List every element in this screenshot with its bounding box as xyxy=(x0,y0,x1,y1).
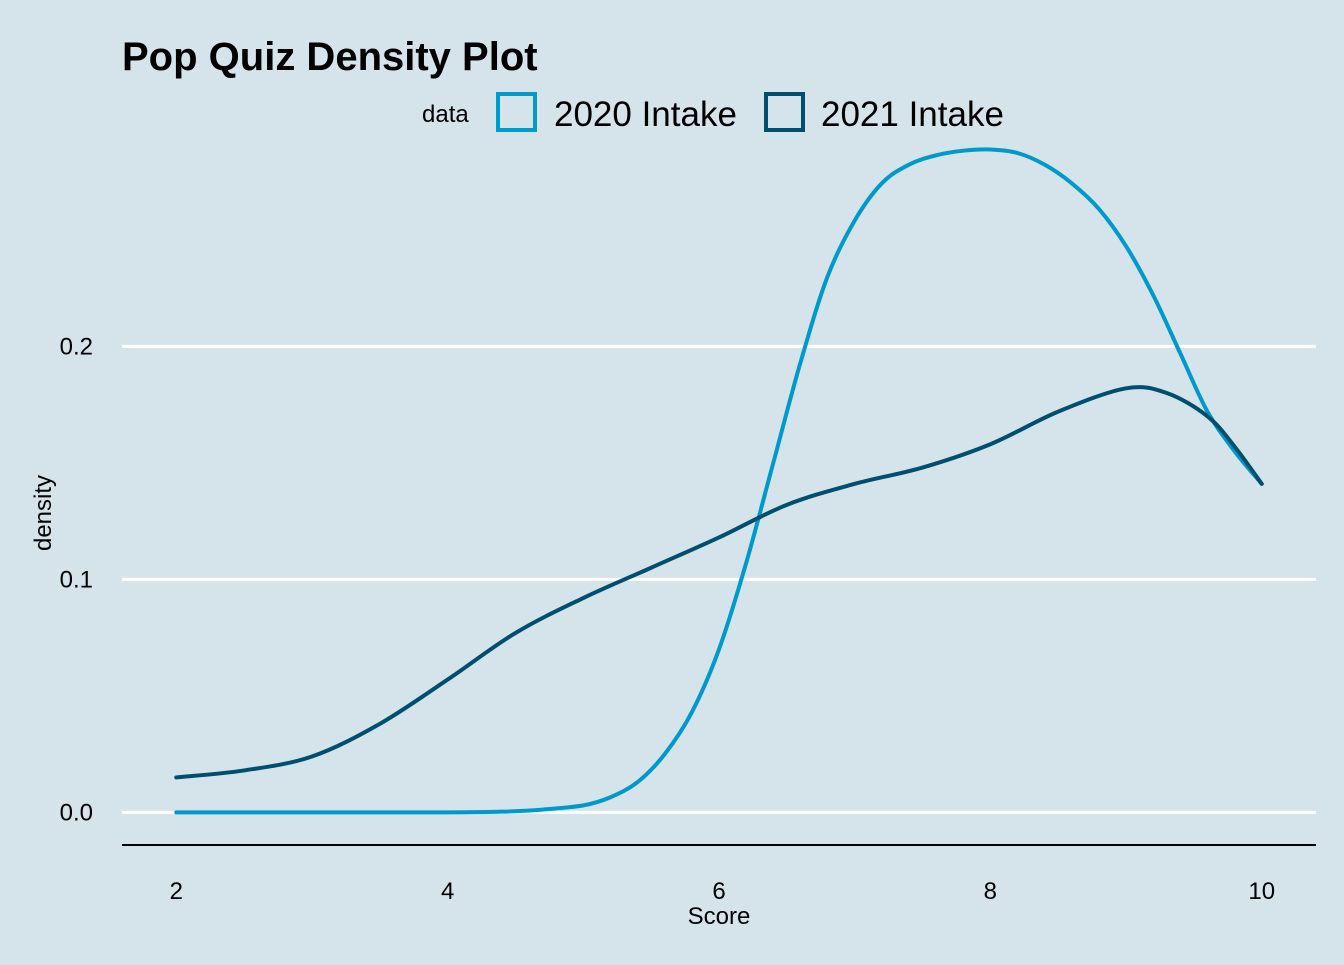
x-tick-label: 8 xyxy=(984,878,997,905)
y-tick-label: 0.0 xyxy=(60,799,93,826)
legend-label-2020: 2020 Intake xyxy=(554,95,737,134)
legend-title: data xyxy=(422,101,469,128)
y-axis-label: density xyxy=(30,475,57,551)
legend-label-2021: 2021 Intake xyxy=(821,95,1004,134)
y-tick-label: 0.1 xyxy=(60,566,93,593)
x-tick-label: 4 xyxy=(441,878,454,905)
x-tick-label: 10 xyxy=(1248,878,1275,905)
x-tick-label: 2 xyxy=(170,878,183,905)
legend-key-2021 xyxy=(764,92,805,132)
y-tick-label: 0.2 xyxy=(60,333,93,360)
series-line-2021-intake xyxy=(174,385,1264,780)
x-axis-label: Score xyxy=(688,903,751,930)
legend-key-2020 xyxy=(496,92,537,132)
chart-title: Pop Quiz Density Plot xyxy=(122,35,538,79)
x-tick-labels: 2 4 6 8 10 xyxy=(170,878,1275,905)
y-tick-labels: 0.0 0.1 0.2 xyxy=(60,333,93,826)
density-curves xyxy=(174,147,1264,815)
x-tick-label: 6 xyxy=(712,878,725,905)
series-line-2020-intake xyxy=(174,147,1264,815)
legend: data 2020 Intake 2021 Intake xyxy=(422,92,1004,134)
